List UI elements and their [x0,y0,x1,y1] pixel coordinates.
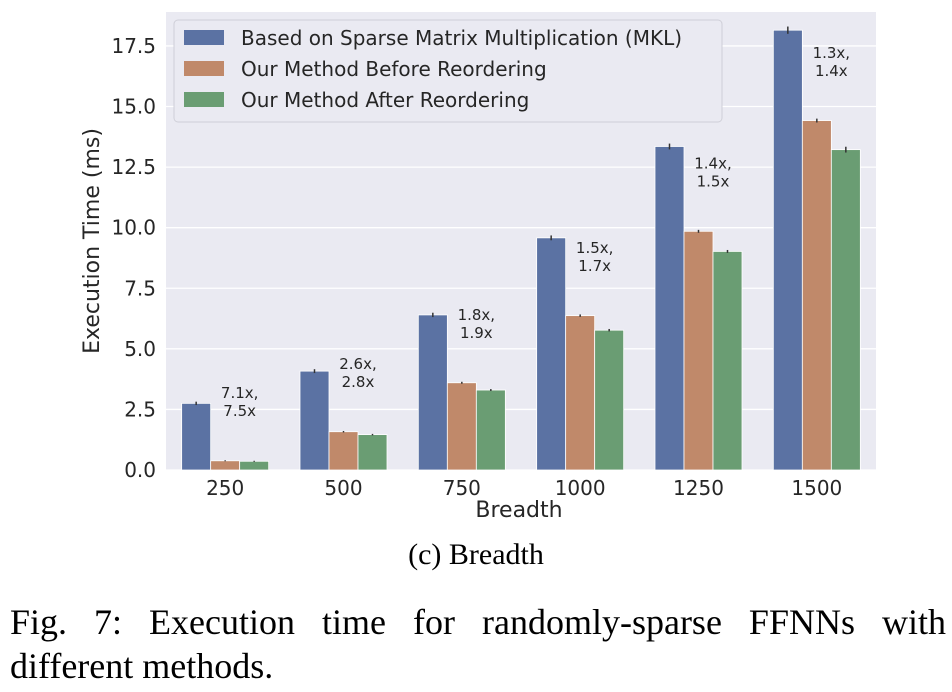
bar [446,382,477,471]
bar [565,315,596,471]
legend-swatch [184,92,224,107]
legend-entry: Our Method Before Reordering [241,57,547,81]
bar [683,230,714,471]
speedup-annotations: 7.1x,7.5x 2.6x,2.8x 1.8x,1.9x 1.5x,1.7x 1.4x… [221,44,850,420]
y-tick-labels: 0.0 2.5 5.0 7.5 10.0 12.5 15.0 17.5 [111,34,156,482]
legend-box [173,19,723,123]
y-tick-label: 12.5 [111,155,156,179]
speedup-label: 1.8x, [458,306,496,324]
y-tick-label: 2.5 [124,397,156,421]
bar-chart: 0.0 2.5 5.0 7.5 10.0 12.5 15.0 17.5 250 500 750 10… [80,12,876,523]
speedup-label: 1.3x, [813,44,851,62]
bar [181,402,212,471]
bar [772,29,803,471]
speedup-label: 1.9x [460,324,493,342]
figure-caption: Fig. 7: Execution time for randomly-spar… [10,602,946,686]
legend-swatch [184,30,224,45]
speedup-label: 2.6x, [339,355,377,373]
y-axis-label: Execution Time (ms) [80,128,105,354]
bar [594,329,625,471]
bars [181,26,861,471]
speedup-label: 1.7x [578,257,611,275]
bar [357,434,388,471]
x-tick-label: 250 [206,476,244,500]
x-tick-label: 1000 [555,476,606,500]
bar [830,149,861,471]
legend-entry: Based on Sparse Matrix Multiplication (M… [241,26,682,50]
speedup-label: 1.5x, [576,239,614,257]
x-tick-label: 1250 [673,476,724,500]
y-tick-label: 15.0 [111,95,156,119]
speedup-label: 7.1x, [221,384,259,402]
speedup-label: 1.4x, [694,155,732,173]
bar [417,314,448,471]
legend: Based on Sparse Matrix Multiplication (M… [173,19,723,123]
y-tick-label: 5.0 [124,337,156,361]
subcaption: (c) Breadth [408,538,544,571]
y-tick-label: 17.5 [111,34,156,58]
bar [712,251,743,471]
x-axis-label: Breadth [475,498,562,523]
bar [801,120,832,471]
x-tick-labels: 250 500 750 1000 1250 1500 [206,476,842,500]
legend-entry: Our Method After Reordering [241,88,529,112]
bar [239,460,270,471]
speedup-label: 1.5x [697,173,730,191]
bar [475,389,506,471]
speedup-label: 7.5x [223,402,256,420]
y-tick-label: 10.0 [111,216,156,240]
bar [654,146,685,471]
x-tick-label: 500 [324,476,362,500]
y-tick-label: 0.0 [124,458,156,482]
x-tick-label: 1500 [791,476,842,500]
bar [210,460,241,471]
speedup-label: 2.8x [342,373,375,391]
speedup-label: 1.4x [815,62,848,80]
y-tick-label: 7.5 [124,276,156,300]
bar [536,237,567,471]
x-tick-label: 750 [443,476,481,500]
bar [328,431,359,471]
bar [299,370,330,471]
legend-swatch [184,61,224,76]
